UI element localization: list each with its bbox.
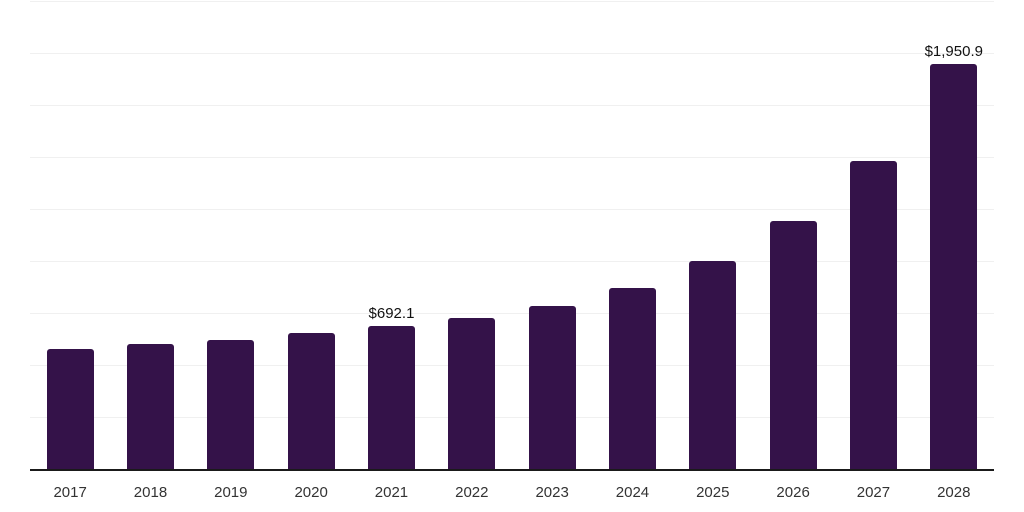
bar xyxy=(849,160,897,470)
bar xyxy=(207,339,255,470)
x-tick-label: 2024 xyxy=(615,484,650,501)
bar xyxy=(367,326,415,470)
gridline xyxy=(30,365,994,366)
bar-group: $1,950.9 xyxy=(914,2,994,470)
bar xyxy=(448,317,496,470)
gridline xyxy=(30,261,994,262)
bar-group xyxy=(110,2,190,470)
bar-group xyxy=(30,2,110,470)
bar xyxy=(126,343,174,470)
bar xyxy=(769,221,817,470)
bar xyxy=(528,305,576,470)
bar xyxy=(608,288,656,470)
bar-group xyxy=(191,2,271,470)
bar-group xyxy=(753,2,833,470)
bar-group: $692.1 xyxy=(351,2,431,470)
x-tick-label: 2017 xyxy=(53,484,87,501)
gridline xyxy=(30,157,994,159)
x-tick-label: 2021 xyxy=(374,484,409,501)
gridline xyxy=(30,53,994,54)
gridline xyxy=(30,105,994,106)
x-tick-label: 2018 xyxy=(133,484,168,501)
bar-group xyxy=(592,2,672,470)
bar-group xyxy=(833,2,913,470)
bar xyxy=(689,261,737,470)
x-axis-tick-labels: 2017 2018 2019 2020 2021 2022 2023 2024 2025 2026… xyxy=(30,485,994,500)
x-tick-label: 2025 xyxy=(696,484,730,501)
bar-value-label: $692.1 xyxy=(368,305,415,323)
gridline xyxy=(30,417,994,418)
x-axis-line xyxy=(30,469,994,471)
x-tick-label: 2026 xyxy=(776,484,810,501)
gridline xyxy=(30,1,994,2)
x-tick-label: 2020 xyxy=(294,484,328,501)
x-tick-label: 2022 xyxy=(455,484,489,501)
bar-group xyxy=(512,2,592,470)
x-tick-label: 2019 xyxy=(214,484,248,501)
bar xyxy=(287,332,335,470)
bar-group xyxy=(432,2,512,470)
gridline xyxy=(30,209,994,210)
gridline xyxy=(30,313,994,315)
bar-group xyxy=(271,2,351,470)
x-tick-label: 2023 xyxy=(535,484,569,501)
bars-layer: $692.1 $1,950.9 xyxy=(30,2,994,470)
bar-group xyxy=(673,2,753,470)
plot-area: $692.1 $1,950.9 xyxy=(30,1,994,471)
bar xyxy=(930,64,978,470)
x-tick-label: 2028 xyxy=(937,484,971,501)
bar-value-label: $1,950.9 xyxy=(924,43,983,61)
x-tick-label: 2027 xyxy=(856,484,891,501)
bar xyxy=(46,348,94,470)
